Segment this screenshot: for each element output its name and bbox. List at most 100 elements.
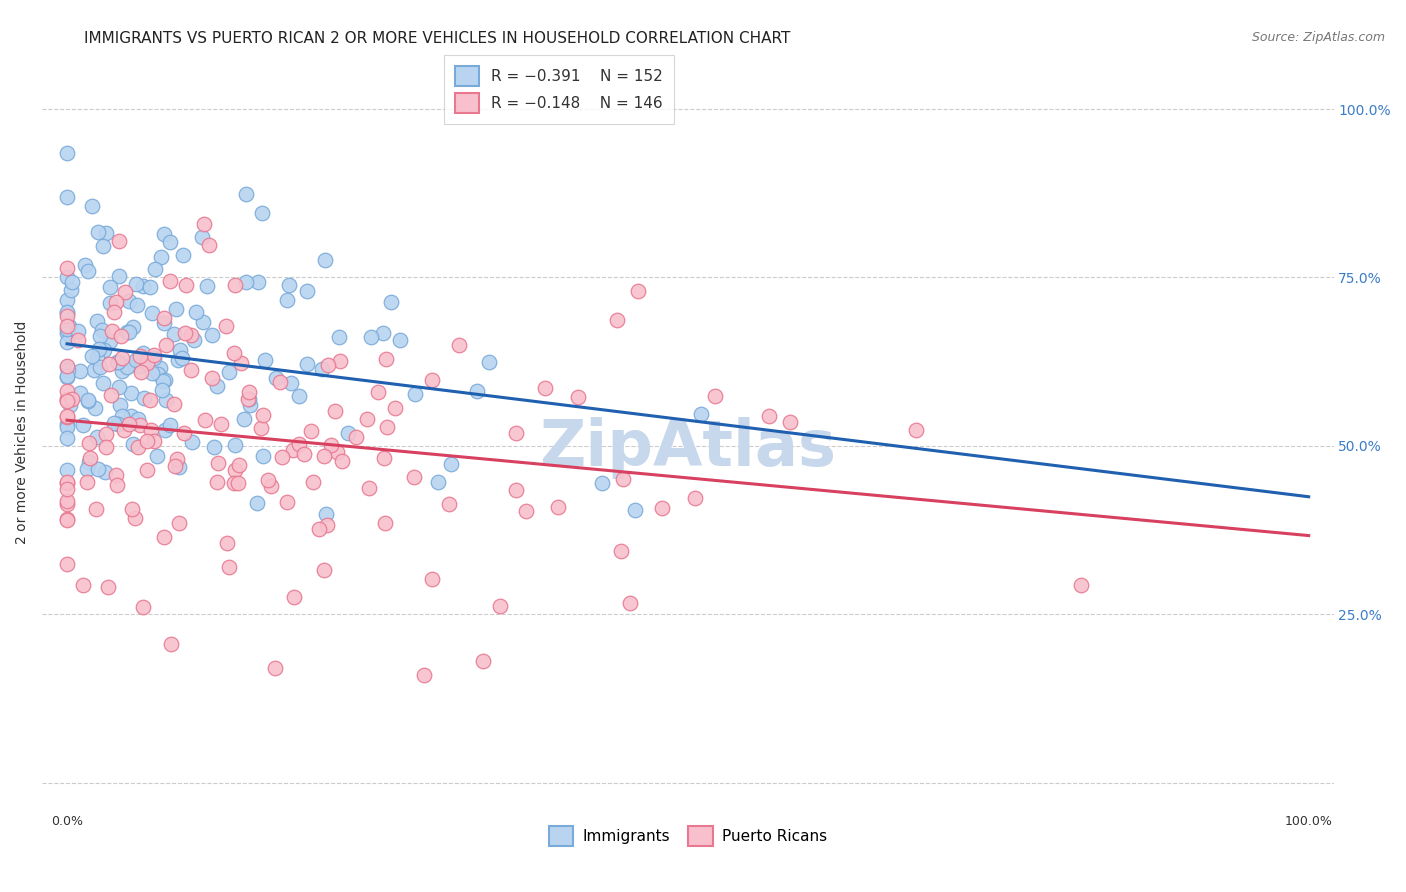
Point xyxy=(547,500,569,514)
Point xyxy=(288,389,311,403)
Point xyxy=(98,334,121,348)
Point xyxy=(107,417,129,432)
Point xyxy=(89,359,111,374)
Point xyxy=(96,440,118,454)
Point xyxy=(56,319,79,334)
Point xyxy=(420,572,443,586)
Point xyxy=(56,392,79,406)
Point xyxy=(489,599,512,614)
Point xyxy=(77,264,100,278)
Point xyxy=(146,367,169,381)
Point xyxy=(120,409,142,423)
Point xyxy=(627,285,650,299)
Point xyxy=(56,497,79,511)
Point xyxy=(58,363,80,377)
Point xyxy=(89,342,111,356)
Point xyxy=(606,312,628,326)
Point xyxy=(56,306,79,320)
Point xyxy=(172,247,194,261)
Point xyxy=(121,502,143,516)
Point xyxy=(150,250,173,264)
Point xyxy=(105,478,128,492)
Point xyxy=(201,371,224,385)
Point xyxy=(101,324,124,338)
Point xyxy=(136,463,159,477)
Point xyxy=(207,456,229,470)
Point xyxy=(56,309,79,323)
Point xyxy=(683,491,706,505)
Point xyxy=(139,424,162,438)
Point xyxy=(478,355,501,369)
Point xyxy=(66,324,89,338)
Point xyxy=(239,398,262,412)
Point xyxy=(155,393,177,408)
Point xyxy=(56,476,79,491)
Point xyxy=(356,412,378,426)
Point xyxy=(56,394,79,409)
Point xyxy=(505,425,527,440)
Point xyxy=(114,285,136,299)
Point xyxy=(79,450,101,465)
Point xyxy=(253,352,276,367)
Point xyxy=(56,261,79,276)
Point xyxy=(141,367,163,381)
Point xyxy=(328,329,350,343)
Point xyxy=(72,578,94,592)
Point xyxy=(96,226,118,240)
Point xyxy=(222,475,245,490)
Point xyxy=(107,268,129,283)
Point xyxy=(226,476,249,491)
Point xyxy=(118,325,141,339)
Point xyxy=(534,381,557,395)
Point xyxy=(136,356,159,370)
Point xyxy=(84,401,107,415)
Point xyxy=(108,380,131,394)
Point xyxy=(228,458,250,472)
Point xyxy=(471,654,494,668)
Point xyxy=(142,351,165,366)
Point xyxy=(121,320,143,334)
Point xyxy=(166,352,188,367)
Point xyxy=(1069,578,1091,592)
Point xyxy=(100,387,122,401)
Point xyxy=(314,252,336,267)
Point xyxy=(56,463,79,477)
Point xyxy=(91,238,114,252)
Point xyxy=(87,461,110,475)
Point xyxy=(257,473,280,487)
Point xyxy=(247,275,270,289)
Point xyxy=(217,536,239,550)
Point xyxy=(346,430,368,444)
Point xyxy=(209,417,232,431)
Point xyxy=(127,412,149,426)
Point xyxy=(374,352,396,367)
Point xyxy=(59,398,82,412)
Point xyxy=(337,426,360,441)
Point xyxy=(153,310,176,325)
Point xyxy=(437,497,460,511)
Point xyxy=(159,235,181,249)
Point xyxy=(260,479,283,493)
Point xyxy=(56,326,79,341)
Point xyxy=(278,278,301,293)
Point xyxy=(56,359,79,374)
Point xyxy=(233,411,256,425)
Point xyxy=(312,449,335,463)
Point xyxy=(125,353,148,368)
Point xyxy=(215,319,238,334)
Point xyxy=(103,305,125,319)
Point xyxy=(76,475,98,490)
Point xyxy=(56,334,79,349)
Point xyxy=(165,301,187,316)
Point xyxy=(67,333,90,347)
Point xyxy=(60,392,83,406)
Point xyxy=(56,190,79,204)
Point xyxy=(129,365,152,379)
Point xyxy=(120,386,142,401)
Point xyxy=(329,354,352,368)
Point xyxy=(56,475,79,490)
Point xyxy=(371,326,394,340)
Point xyxy=(105,355,128,369)
Point xyxy=(60,276,83,290)
Point xyxy=(283,590,305,604)
